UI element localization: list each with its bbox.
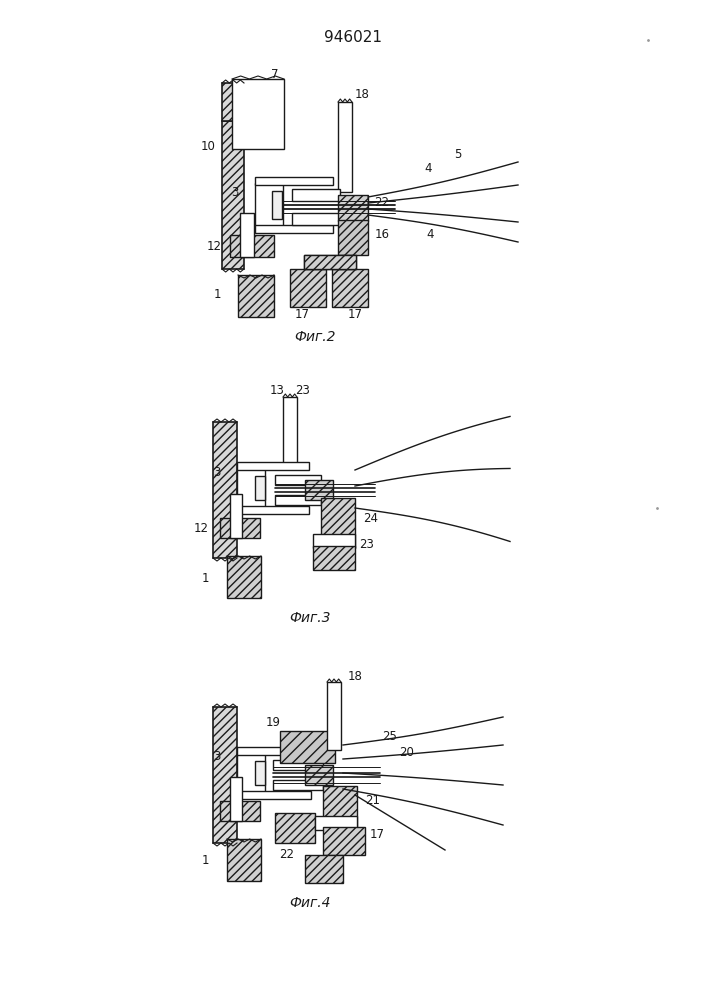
- Bar: [272, 191, 282, 219]
- Bar: [305, 480, 333, 500]
- Bar: [273, 780, 323, 790]
- Bar: [292, 189, 340, 201]
- Text: Фиг.2: Фиг.2: [294, 330, 336, 344]
- Text: 1: 1: [201, 572, 209, 584]
- Text: 23: 23: [296, 383, 310, 396]
- Bar: [338, 220, 368, 255]
- Text: 22: 22: [279, 848, 295, 861]
- Bar: [283, 397, 297, 465]
- Bar: [237, 462, 309, 470]
- Text: 10: 10: [201, 140, 216, 153]
- Bar: [275, 813, 315, 843]
- Bar: [255, 177, 333, 185]
- Text: 13: 13: [269, 383, 284, 396]
- Bar: [304, 255, 356, 269]
- Text: 17: 17: [370, 828, 385, 842]
- Bar: [305, 855, 343, 883]
- Text: 21: 21: [366, 794, 380, 806]
- Bar: [338, 102, 352, 192]
- Bar: [238, 275, 274, 317]
- Bar: [230, 777, 242, 821]
- Text: 17: 17: [295, 308, 310, 322]
- Bar: [315, 816, 357, 830]
- Bar: [220, 518, 260, 538]
- Bar: [213, 707, 237, 843]
- Text: 16: 16: [375, 229, 390, 241]
- Text: 12: 12: [194, 522, 209, 534]
- Bar: [273, 760, 323, 770]
- Text: 3: 3: [231, 186, 239, 198]
- Bar: [222, 83, 244, 121]
- Bar: [313, 546, 355, 570]
- Text: 5: 5: [455, 148, 462, 161]
- Text: 12: 12: [206, 240, 221, 253]
- Text: 18: 18: [355, 89, 370, 102]
- Text: Фиг.3: Фиг.3: [289, 611, 331, 625]
- Text: 3: 3: [214, 750, 221, 764]
- Bar: [232, 79, 284, 149]
- Bar: [237, 747, 311, 755]
- Text: 24: 24: [363, 512, 378, 524]
- Bar: [227, 556, 261, 598]
- Text: 1: 1: [214, 288, 221, 302]
- Text: 19: 19: [266, 716, 281, 730]
- Bar: [255, 761, 265, 785]
- Text: 25: 25: [382, 730, 397, 744]
- Bar: [338, 195, 368, 221]
- Bar: [237, 468, 265, 508]
- Bar: [255, 183, 283, 227]
- Bar: [220, 801, 260, 821]
- Bar: [240, 213, 254, 257]
- Bar: [313, 534, 355, 548]
- Bar: [323, 786, 357, 830]
- Bar: [305, 765, 333, 785]
- Text: 22: 22: [375, 196, 390, 209]
- Bar: [222, 121, 244, 269]
- Text: 7: 7: [271, 68, 279, 81]
- Text: 23: 23: [360, 538, 375, 552]
- Bar: [292, 213, 340, 225]
- Text: Фиг.4: Фиг.4: [289, 896, 331, 910]
- Text: 18: 18: [348, 670, 363, 684]
- Text: 4: 4: [424, 162, 432, 176]
- Bar: [332, 269, 368, 307]
- Text: 1: 1: [201, 854, 209, 866]
- Bar: [255, 225, 333, 233]
- Bar: [327, 682, 341, 750]
- Bar: [290, 269, 326, 307]
- Bar: [230, 494, 242, 538]
- Bar: [280, 731, 335, 763]
- Bar: [237, 753, 265, 793]
- Bar: [237, 506, 309, 514]
- Bar: [237, 791, 311, 799]
- Text: 3: 3: [214, 466, 221, 479]
- Bar: [227, 839, 261, 881]
- Bar: [213, 422, 237, 558]
- Bar: [255, 476, 265, 500]
- Bar: [323, 827, 365, 855]
- Text: 17: 17: [348, 308, 363, 322]
- Text: 4: 4: [426, 229, 434, 241]
- Text: 20: 20: [399, 746, 414, 760]
- Bar: [230, 235, 274, 257]
- Bar: [321, 498, 355, 548]
- Text: 946021: 946021: [324, 30, 382, 45]
- Bar: [275, 475, 321, 485]
- Bar: [275, 495, 321, 505]
- Bar: [304, 255, 356, 269]
